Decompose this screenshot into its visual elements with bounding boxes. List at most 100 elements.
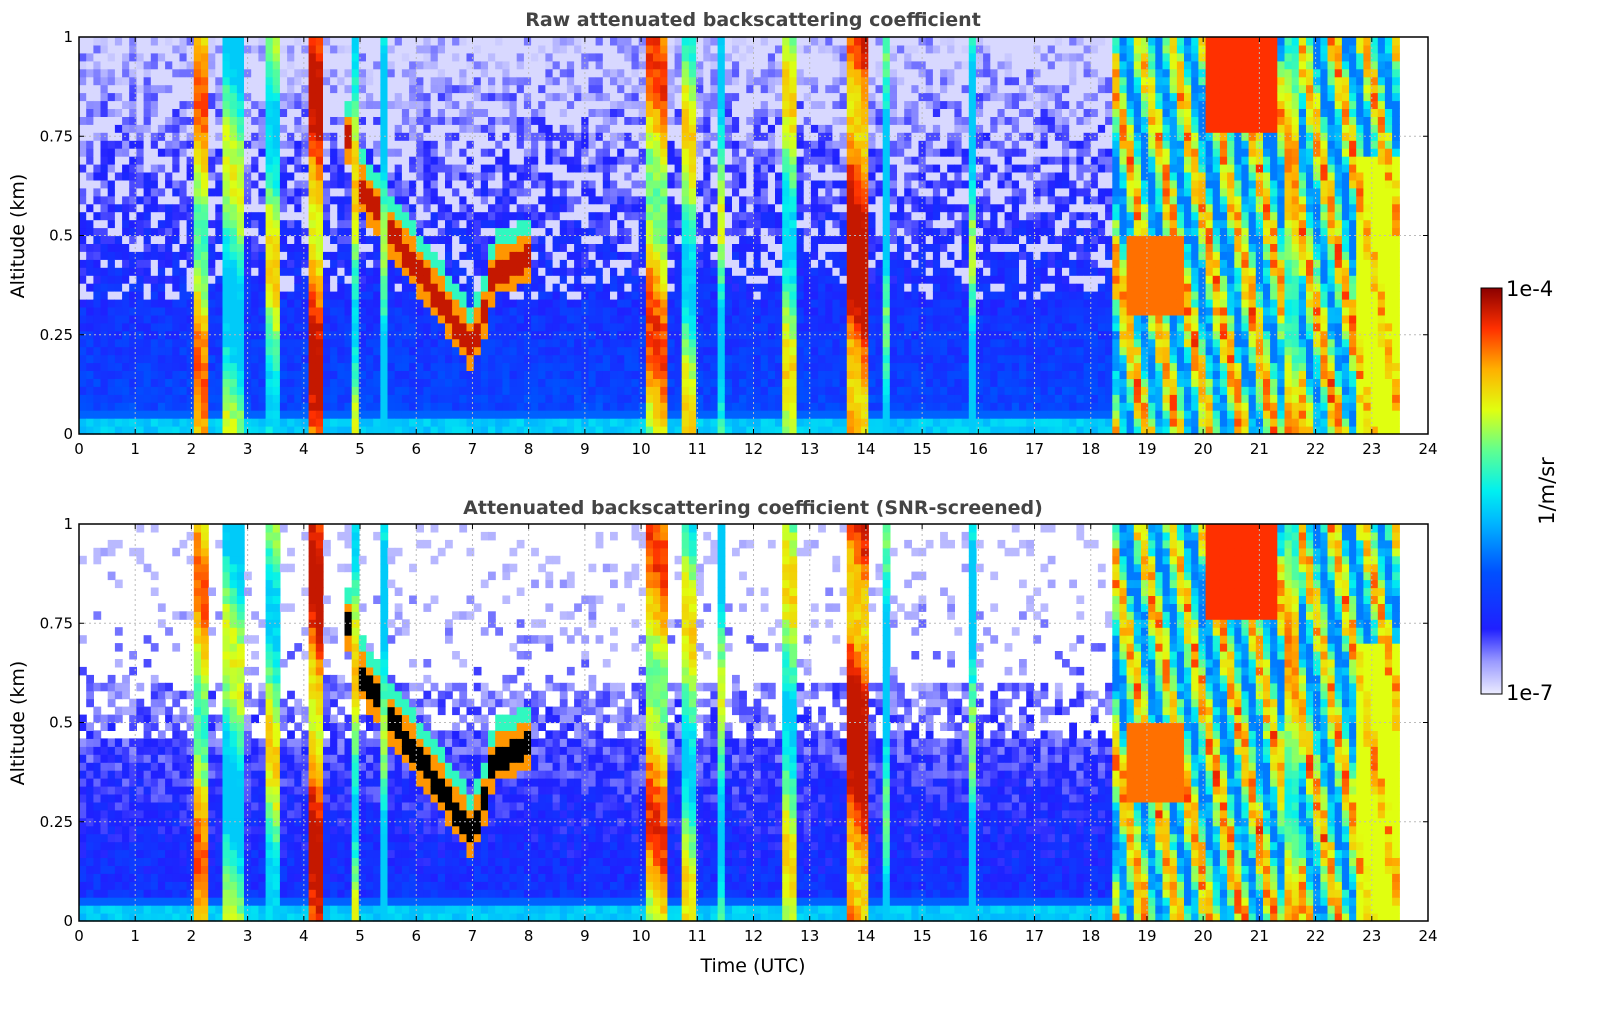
heatmap-cell bbox=[746, 44, 755, 54]
heatmap-cell bbox=[86, 164, 94, 173]
heatmap-cell bbox=[201, 394, 209, 403]
heatmap-cell bbox=[430, 124, 439, 133]
heatmap-cell bbox=[775, 402, 783, 411]
heatmap-cell bbox=[251, 362, 259, 371]
heatmap-cell bbox=[602, 68, 611, 78]
heatmap-cell bbox=[323, 203, 331, 213]
heatmap-cell bbox=[351, 283, 360, 292]
heatmap-cell bbox=[653, 330, 661, 340]
heatmap-cell bbox=[258, 275, 267, 284]
heatmap-cell bbox=[595, 76, 604, 86]
heatmap-cell bbox=[703, 203, 712, 213]
heatmap-cell bbox=[279, 299, 288, 308]
heatmap-cell bbox=[287, 108, 295, 117]
heatmap-cell bbox=[143, 362, 152, 371]
heatmap-cell bbox=[775, 370, 783, 379]
heatmap-cell bbox=[150, 195, 159, 205]
heatmap-cell bbox=[122, 60, 130, 70]
heatmap-cell bbox=[387, 418, 396, 427]
heatmap-cell bbox=[480, 37, 489, 46]
heatmap-cell bbox=[566, 148, 575, 157]
heatmap-cell bbox=[437, 330, 446, 340]
heatmap-cell bbox=[416, 211, 424, 221]
heatmap-cell bbox=[602, 164, 611, 173]
heatmap-cell bbox=[287, 124, 295, 133]
heatmap-cell bbox=[588, 195, 597, 205]
heatmap-cell bbox=[703, 307, 712, 316]
heatmap-cell bbox=[588, 346, 597, 356]
heatmap-cell bbox=[466, 307, 475, 316]
heatmap-cell bbox=[279, 346, 288, 356]
heatmap-cell bbox=[767, 164, 776, 173]
heatmap-cell bbox=[344, 68, 353, 78]
heatmap-cell bbox=[538, 410, 546, 419]
heatmap-cell bbox=[445, 307, 453, 316]
heatmap-cell bbox=[193, 227, 202, 237]
heatmap-cell bbox=[753, 195, 762, 205]
heatmap-cell bbox=[208, 108, 216, 117]
heatmap-cell bbox=[696, 426, 704, 435]
heatmap-cell bbox=[165, 243, 173, 252]
heatmap-cell bbox=[760, 124, 769, 133]
heatmap-cell bbox=[624, 227, 633, 237]
heatmap-cell bbox=[236, 76, 245, 86]
heatmap-cell bbox=[251, 291, 259, 300]
heatmap-cell bbox=[93, 116, 102, 125]
heatmap-cell bbox=[645, 370, 654, 379]
heatmap-cell bbox=[488, 314, 496, 324]
heatmap-cell bbox=[753, 219, 762, 229]
heatmap-cell bbox=[323, 251, 331, 260]
heatmap-cell bbox=[229, 219, 238, 229]
heatmap-cell bbox=[566, 307, 575, 316]
heatmap-cell bbox=[366, 394, 374, 403]
heatmap-cell bbox=[150, 402, 159, 411]
heatmap-cell bbox=[696, 203, 704, 213]
heatmap-cell bbox=[150, 426, 159, 435]
heatmap-cell bbox=[157, 92, 166, 102]
heatmap-cell bbox=[732, 307, 740, 316]
heatmap-cell bbox=[509, 44, 518, 54]
heatmap-cell bbox=[495, 275, 503, 284]
heatmap-cell bbox=[416, 251, 424, 260]
heatmap-cell bbox=[588, 108, 597, 117]
heatmap-cell bbox=[129, 418, 137, 427]
heatmap-cell bbox=[409, 124, 417, 133]
heatmap-cell bbox=[351, 235, 360, 244]
heatmap-cell bbox=[294, 76, 303, 86]
heatmap-cell bbox=[588, 172, 597, 181]
heatmap-cell bbox=[114, 394, 123, 403]
heatmap-cell bbox=[488, 140, 496, 149]
heatmap-cell bbox=[165, 148, 173, 157]
heatmap-cell bbox=[617, 426, 625, 435]
heatmap-cell bbox=[351, 251, 360, 260]
heatmap-cell bbox=[724, 52, 733, 62]
heatmap-cell bbox=[301, 259, 310, 268]
heatmap-cell bbox=[394, 148, 403, 157]
heatmap-cell bbox=[279, 291, 288, 300]
heatmap-cell bbox=[789, 378, 798, 387]
heatmap-cell bbox=[387, 84, 396, 94]
heatmap-cell bbox=[459, 108, 468, 117]
heatmap-cell bbox=[100, 259, 109, 268]
heatmap-cell bbox=[430, 140, 439, 149]
heatmap-cell bbox=[559, 314, 568, 324]
heatmap-cell bbox=[222, 394, 231, 403]
heatmap-cell bbox=[782, 314, 790, 324]
heatmap-cell bbox=[495, 187, 503, 197]
heatmap-cell bbox=[710, 211, 719, 221]
heatmap-cell bbox=[330, 156, 338, 165]
heatmap-cell bbox=[251, 124, 259, 133]
heatmap-cell bbox=[358, 203, 367, 213]
heatmap-cell bbox=[473, 418, 482, 427]
heatmap-cell bbox=[265, 243, 274, 252]
heatmap-cell bbox=[645, 394, 654, 403]
heatmap-cell bbox=[767, 124, 776, 133]
heatmap-cell bbox=[660, 211, 668, 221]
heatmap-cell bbox=[79, 322, 87, 332]
heatmap-cell bbox=[602, 354, 611, 364]
heatmap-cell bbox=[251, 354, 259, 364]
heatmap-cell bbox=[323, 211, 331, 221]
heatmap-cell bbox=[172, 100, 181, 109]
heatmap-cell bbox=[445, 346, 453, 356]
heatmap-cell bbox=[732, 235, 740, 244]
